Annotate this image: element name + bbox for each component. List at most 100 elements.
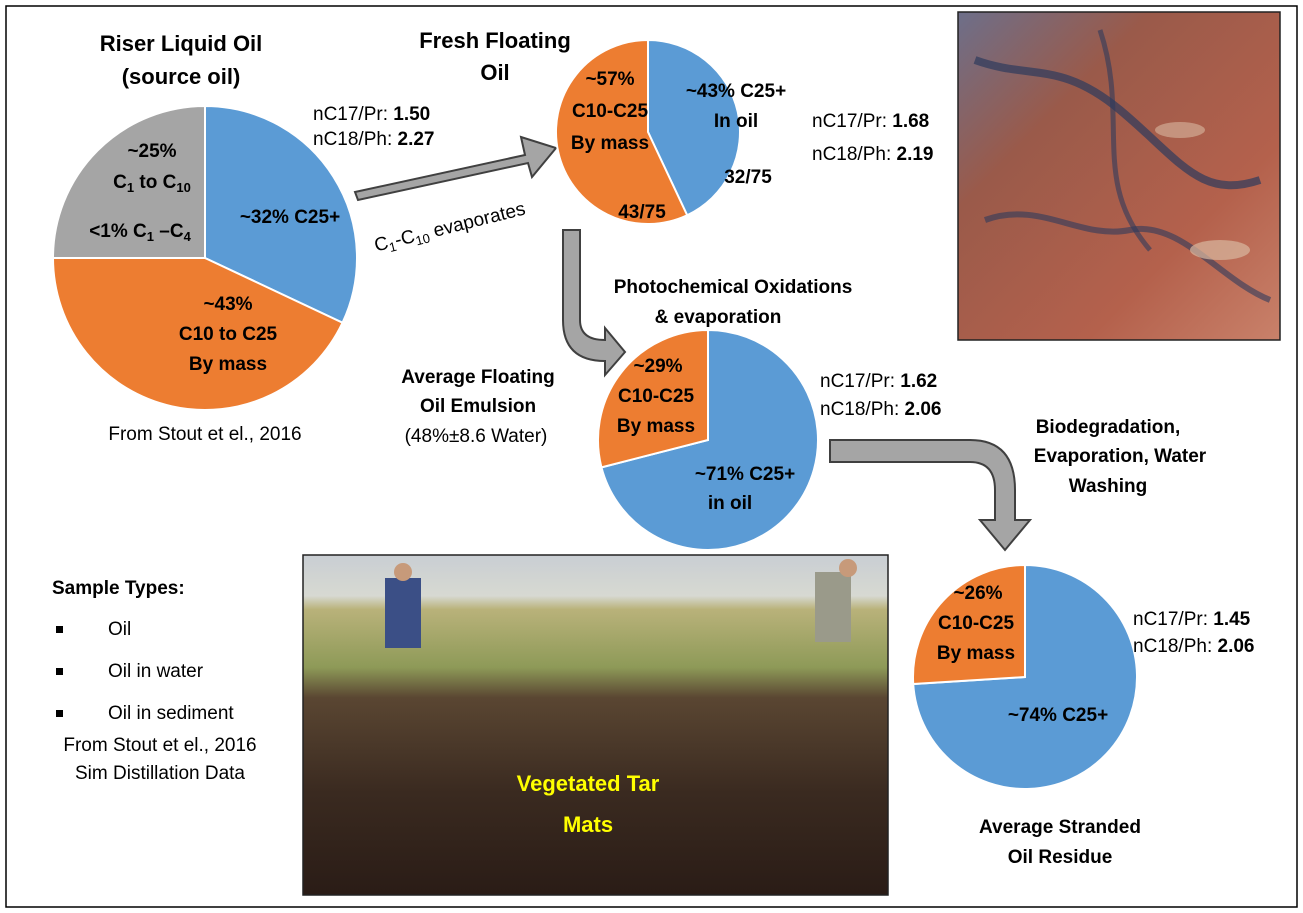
spacer: ​ [393, 231, 398, 251]
ratio: nC18/Ph: 2.19 [812, 144, 933, 165]
slice-label: <1% C1​ –C4​ [89, 221, 191, 244]
slice-label: ~32% C25+ [240, 207, 340, 228]
legend-item: Oil in water [108, 661, 204, 682]
arrows [353, 135, 1033, 552]
ratio-name: nC17/Pr: [812, 111, 892, 132]
photo-caption: Vegetated Tar [517, 771, 660, 796]
pie-title: Fresh Floating [419, 28, 571, 53]
ratio: nC18/Ph: 2.06 [820, 399, 941, 420]
legend-item: Oil in sediment [108, 703, 234, 724]
ratio-name: nC17/Pr: [820, 371, 900, 392]
text-part: evaporates [426, 199, 527, 243]
ratio-value: 1.62 [900, 371, 937, 392]
process-label: Washing [1069, 476, 1147, 497]
subscript: 10 [414, 231, 432, 249]
slice-label: in oil [708, 493, 752, 514]
slice-label: ~25% [127, 141, 176, 162]
ratio: nC17/Pr: 1.68 [812, 111, 929, 132]
legend-item: Oil [108, 619, 131, 640]
photo-tar-mats [302, 554, 889, 896]
ratio: nC17/Pr: 1.50 [313, 104, 430, 125]
pie-title: Oil Residue [1008, 847, 1113, 868]
slice-label: By mass [937, 643, 1015, 664]
pie-note: From Stout et el., 2016 [108, 424, 301, 445]
pie-title: Average Floating [401, 367, 554, 388]
ratio-value: 2.06 [1218, 636, 1255, 657]
subscript: 10 [176, 180, 190, 195]
subscript: 1 [147, 229, 154, 244]
pie-slice [647, 38, 741, 217]
text-part: C [372, 233, 390, 257]
legend-title: Sample Types: [52, 578, 185, 599]
process-label: & evaporation [655, 307, 782, 328]
slice-label: ~71% C25+ [695, 464, 795, 485]
ratio-name: nC18/Ph: [812, 144, 897, 165]
arrow-label: C1​-C10​ evaporates [372, 199, 528, 259]
subscript: 4 [184, 229, 192, 244]
ratio: nC18/Ph: 2.27 [313, 129, 434, 150]
slice-label: C10-C25 [938, 613, 1014, 634]
ratio-value: 2.27 [398, 129, 435, 150]
pie-title: Average Stranded [979, 817, 1141, 838]
slice-label: 32/75 [724, 167, 772, 188]
ratio: nC18/Ph: 2.06 [1133, 636, 1254, 657]
text-part: to C [134, 172, 176, 193]
slice-label: ~26% [953, 583, 1002, 604]
spacer: ​ [426, 223, 431, 243]
process-label: Evaporation, Water [1034, 446, 1207, 467]
ratio-name: nC18/Ph: [820, 399, 905, 420]
pie-slice [204, 104, 358, 325]
slice-label: By mass [617, 416, 695, 437]
subscript: 1 [388, 239, 399, 255]
pie-slice [597, 328, 709, 469]
pie-title: (source oil) [122, 64, 241, 89]
ratio-value: 1.68 [892, 111, 929, 132]
ratio-value: 1.45 [1213, 609, 1250, 630]
process-label: Biodegradation, [1036, 417, 1181, 438]
slice-label: ~74% C25+ [1008, 705, 1108, 726]
legend-note: Sim Distillation Data [75, 763, 245, 784]
slice-label: ~57% [585, 69, 634, 90]
pie-title: Riser Liquid Oil [100, 31, 263, 56]
slice-label: C10-C25 [572, 101, 648, 122]
ratio-value: 2.19 [897, 144, 934, 165]
pie-title: Oil [480, 60, 509, 85]
pie-slice [555, 38, 689, 225]
text-part: C [113, 172, 127, 193]
bullet [56, 668, 63, 675]
slice-label: 43/75 [618, 202, 666, 223]
pie-slice [51, 104, 206, 259]
ratio-value: 1.50 [393, 104, 430, 125]
slice-label: ~29% [633, 356, 682, 377]
pie-slice [600, 328, 819, 551]
ratio-name: nC17/Pr: [1133, 609, 1213, 630]
ratio: nC17/Pr: 1.62 [820, 371, 937, 392]
pie-slice [912, 563, 1026, 686]
pie-slice [51, 257, 344, 411]
slice-label: ~43% [203, 294, 252, 315]
subscript: 1 [127, 180, 134, 195]
ratio: nC17/Pr: 1.45 [1133, 609, 1251, 630]
slice-label: ~43% C25+ [686, 81, 786, 102]
pie-note: (48%±8.6 Water) [405, 426, 548, 447]
pie-title: Oil Emulsion [420, 396, 536, 417]
legend-note: From Stout et el., 2016 [63, 735, 256, 756]
slice-label: C1​ to C10​ [113, 172, 191, 195]
text-part: <1% C [89, 221, 147, 242]
frame [5, 5, 1298, 908]
photo-oil-slick [957, 11, 1281, 341]
slice-label: C10-C25 [618, 386, 694, 407]
text-part: -C [393, 226, 418, 251]
ratio-value: 2.06 [905, 399, 942, 420]
slice-label: By mass [189, 354, 267, 375]
ratio-name: nC17/Pr: [313, 104, 393, 125]
slice-label: By mass [571, 133, 649, 154]
ratio-name: nC18/Ph: [313, 129, 398, 150]
bullet [56, 710, 63, 717]
slice-label: In oil [714, 111, 758, 132]
text-part: –C [154, 221, 184, 242]
ratio-name: nC18/Ph: [1133, 636, 1218, 657]
process-label: Photochemical Oxidations [614, 277, 853, 298]
bullet [56, 626, 63, 633]
